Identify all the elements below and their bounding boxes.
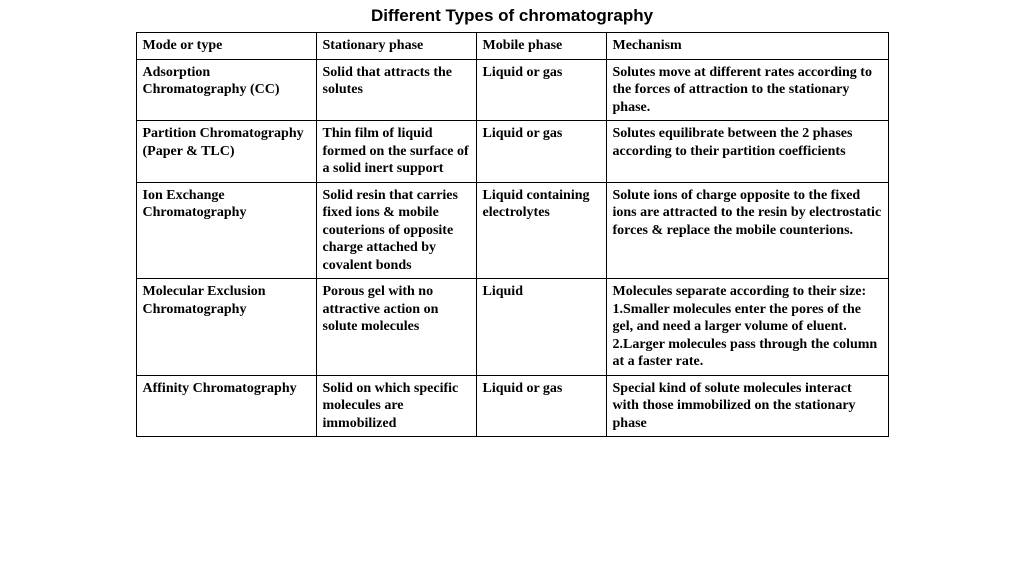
- cell: Liquid or gas: [476, 121, 606, 183]
- col-header: Mobile phase: [476, 33, 606, 60]
- cell: Solid on which specific molecules are im…: [316, 375, 476, 437]
- cell: Liquid or gas: [476, 375, 606, 437]
- cell: Molecules separate according to their si…: [606, 279, 888, 376]
- table-row: Molecular Exclusion Chromatography Porou…: [136, 279, 888, 376]
- col-header: Mode or type: [136, 33, 316, 60]
- cell: Liquid: [476, 279, 606, 376]
- chromatography-table: Mode or type Stationary phase Mobile pha…: [136, 32, 889, 437]
- page-title: Different Types of chromatography: [0, 6, 1024, 26]
- cell: Ion Exchange Chromatography: [136, 182, 316, 279]
- col-header: Mechanism: [606, 33, 888, 60]
- cell: Solutes move at different rates accordin…: [606, 59, 888, 121]
- cell: Adsorption Chromatography (CC): [136, 59, 316, 121]
- cell: Porous gel with no attractive action on …: [316, 279, 476, 376]
- table-body: Adsorption Chromatography (CC) Solid tha…: [136, 59, 888, 437]
- cell: Solutes equilibrate between the 2 phases…: [606, 121, 888, 183]
- cell: Solid resin that carries fixed ions & mo…: [316, 182, 476, 279]
- table-row: Ion Exchange Chromatography Solid resin …: [136, 182, 888, 279]
- cell: Affinity Chromatography: [136, 375, 316, 437]
- col-header: Stationary phase: [316, 33, 476, 60]
- cell: Special kind of solute molecules interac…: [606, 375, 888, 437]
- table-row: Adsorption Chromatography (CC) Solid tha…: [136, 59, 888, 121]
- cell: Molecular Exclusion Chromatography: [136, 279, 316, 376]
- table-header-row: Mode or type Stationary phase Mobile pha…: [136, 33, 888, 60]
- cell: Partition Chromatography (Paper & TLC): [136, 121, 316, 183]
- cell: Solid that attracts the solutes: [316, 59, 476, 121]
- table-row: Affinity Chromatography Solid on which s…: [136, 375, 888, 437]
- cell: Liquid or gas: [476, 59, 606, 121]
- table-row: Partition Chromatography (Paper & TLC) T…: [136, 121, 888, 183]
- page: Different Types of chromatography Mode o…: [0, 0, 1024, 576]
- cell: Thin film of liquid formed on the surfac…: [316, 121, 476, 183]
- cell: Solute ions of charge opposite to the fi…: [606, 182, 888, 279]
- cell: Liquid containing electrolytes: [476, 182, 606, 279]
